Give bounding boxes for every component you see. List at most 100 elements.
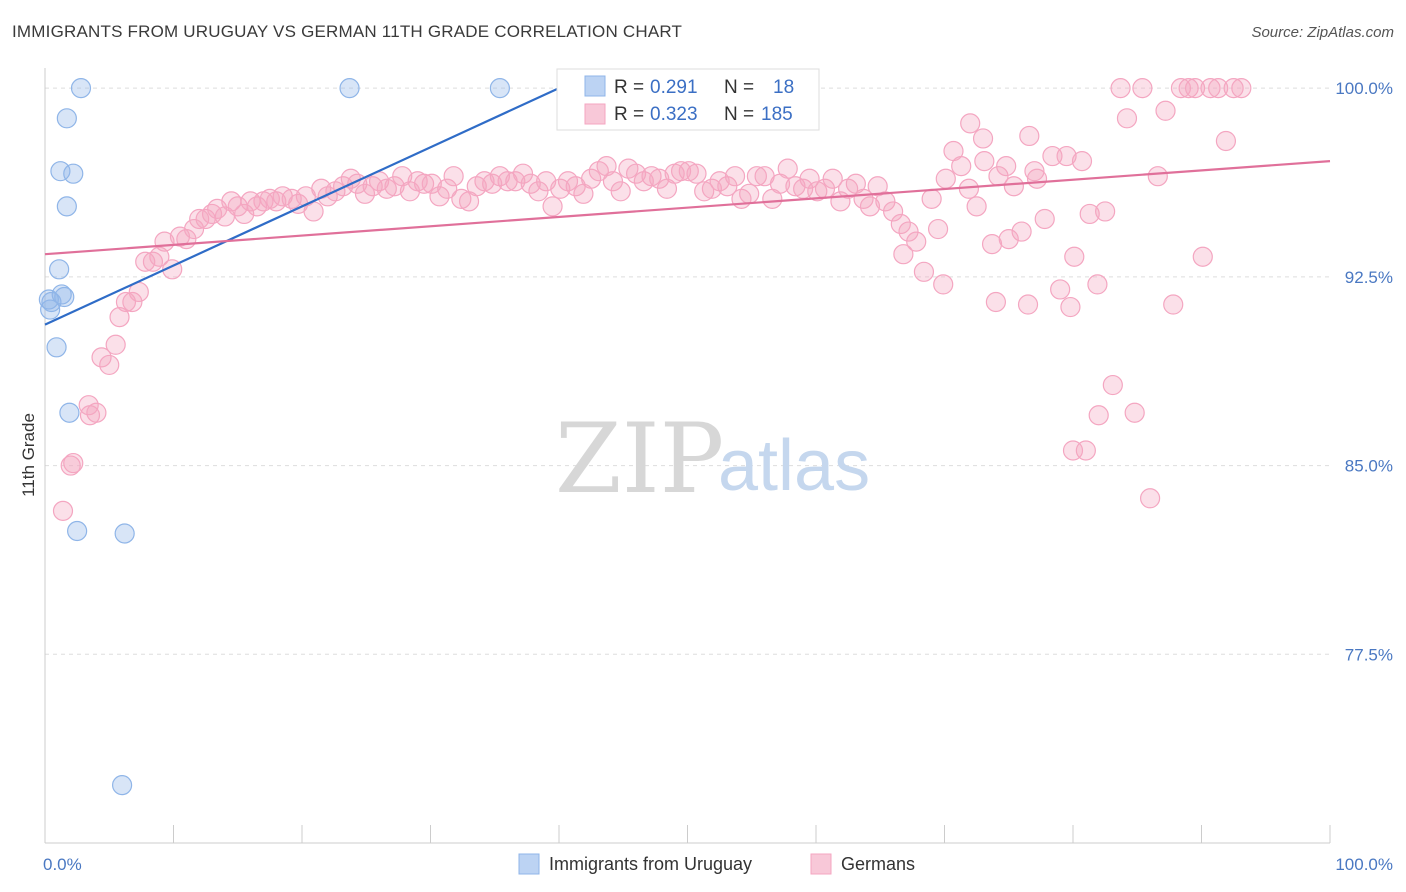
- germans-point-65: [505, 171, 526, 192]
- stats-r-label-uruguay: R =: [614, 77, 644, 98]
- germans-point-172: [972, 128, 994, 149]
- germans-point-83: [641, 166, 662, 187]
- germans-point-96: [739, 183, 760, 204]
- uruguay-point-1: [339, 78, 360, 99]
- germans-point-121: [927, 218, 949, 240]
- germans-point-151: [1155, 100, 1176, 121]
- y-tick-label-0: 100.0%: [1335, 79, 1393, 98]
- uruguay-point-3: [56, 108, 77, 129]
- stats-r-germans: 0.323: [650, 104, 698, 125]
- germans-point-171: [933, 274, 954, 295]
- germans-point-8: [105, 334, 126, 355]
- germans-point-128: [981, 234, 1003, 255]
- germans-point-0: [52, 500, 74, 521]
- germans-point-130: [996, 156, 1017, 177]
- germans-point-6: [91, 347, 112, 368]
- germans-point-49: [384, 176, 405, 197]
- germans-point-45: [354, 183, 376, 204]
- y-tick-label-3: 77.5%: [1345, 645, 1393, 664]
- germans-point-67: [520, 173, 541, 194]
- germans-point-141: [1079, 203, 1100, 225]
- germans-point-173: [985, 291, 1007, 313]
- germans-point-164: [1060, 296, 1081, 318]
- germans-point-68: [528, 181, 549, 202]
- germans-point-152: [1163, 294, 1184, 315]
- germans-point-132: [1011, 221, 1032, 242]
- germans-point-66: [512, 163, 534, 184]
- germans-point-161: [1231, 78, 1252, 99]
- germans-point-2: [60, 455, 81, 476]
- germans-point-138: [1056, 145, 1077, 167]
- uruguay-point-11: [40, 299, 61, 320]
- germans-point-75: [581, 168, 602, 189]
- germans-point-137: [1050, 279, 1071, 300]
- germans-point-133: [1019, 125, 1040, 147]
- germans-point-153: [1170, 78, 1192, 99]
- uruguay-point-10: [41, 291, 62, 313]
- germans-point-167: [1062, 440, 1084, 461]
- germans-point-7: [99, 354, 120, 376]
- germans-point-144: [1102, 374, 1123, 396]
- uruguay-point-0: [70, 78, 92, 99]
- germans-point-5: [86, 402, 107, 423]
- y-tick-label-1: 92.5%: [1345, 268, 1393, 287]
- germans-point-118: [906, 231, 927, 252]
- stats-n-label-germans: N =: [724, 104, 754, 125]
- stats-swatch-uruguay: [584, 75, 606, 97]
- germans-point-154: [1178, 78, 1199, 99]
- stats-n-germans: 185: [761, 104, 793, 125]
- germans-point-20: [183, 218, 205, 240]
- stats-n-uruguay: 18: [773, 77, 794, 98]
- germans-point-90: [694, 181, 715, 202]
- germans-point-84: [649, 168, 670, 189]
- uruguay-trend-line: [44, 87, 560, 326]
- germans-point-101: [777, 158, 798, 179]
- germans-point-135: [1034, 208, 1055, 230]
- germans-point-122: [935, 168, 956, 189]
- watermark: ZIP atlas: [555, 403, 870, 515]
- uruguay-point-14: [67, 520, 88, 542]
- germans-point-116: [890, 213, 911, 235]
- germans-point-168: [893, 244, 914, 265]
- germans-point-15: [149, 246, 170, 267]
- uruguay-point-8: [51, 284, 72, 305]
- germans-point-112: [859, 196, 881, 217]
- chart-title: IMMIGRANTS FROM URUGUAY VS GERMAN 11TH G…: [12, 22, 683, 41]
- germans-point-107: [822, 168, 843, 189]
- germans-point-88: [678, 161, 699, 182]
- germans-point-11: [122, 291, 143, 313]
- y-axis-label: 11th Grade: [19, 413, 38, 497]
- germans-point-77: [596, 156, 617, 177]
- germans-point-148: [1132, 78, 1153, 99]
- germans-point-146: [1116, 108, 1138, 129]
- germans-point-150: [1147, 166, 1168, 187]
- x-tick-label-1: 100.0%: [1335, 855, 1393, 874]
- germans-point-140: [1071, 151, 1093, 172]
- germans-point-143: [1095, 201, 1116, 222]
- germans-point-56: [437, 178, 458, 199]
- germans-point-158: [1208, 78, 1229, 99]
- uruguay-point-7: [49, 259, 70, 280]
- germans-point-147: [1124, 402, 1145, 423]
- germans-point-28: [234, 203, 255, 225]
- germans-point-120: [921, 188, 942, 209]
- germans-point-170: [1024, 161, 1045, 182]
- germans-point-97: [746, 166, 767, 187]
- germans-point-91: [701, 178, 723, 199]
- uruguay-point-2: [489, 78, 510, 99]
- germans-point-139: [1064, 246, 1085, 267]
- germans-point-62: [482, 173, 503, 194]
- germans-point-93: [717, 176, 738, 197]
- germans-point-105: [807, 181, 828, 202]
- uruguay-point-9: [38, 289, 59, 310]
- bottom-legend: Immigrants from Uruguay Germans: [518, 853, 915, 875]
- trend-lines: [44, 87, 1331, 326]
- uruguay-points: [38, 78, 510, 796]
- germans-point-48: [376, 178, 397, 199]
- watermark-atlas: atlas: [718, 426, 870, 506]
- uruguay-point-6: [56, 196, 77, 217]
- stats-n-label-uruguay: N =: [724, 77, 754, 98]
- germans-point-114: [875, 191, 896, 212]
- legend-swatch-uruguay: [518, 853, 540, 875]
